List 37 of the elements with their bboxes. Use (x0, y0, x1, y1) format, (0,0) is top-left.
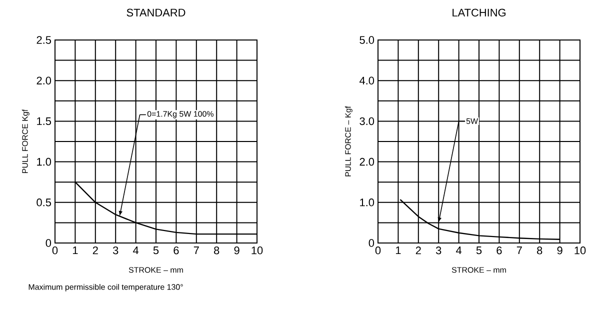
x-tick-label: 6 (496, 246, 502, 254)
chart-title: LATCHING (452, 8, 506, 17)
y-tick-label: 0 (368, 239, 374, 247)
x-tick-label: 1 (396, 246, 401, 254)
x-tick-label: 3 (112, 246, 118, 254)
x-tick-label: 6 (174, 246, 179, 254)
x-tick-label: 2 (92, 246, 98, 254)
x-tick-label: 8 (214, 246, 220, 254)
line-series (400, 198, 560, 240)
y-tick-label: 0 (46, 239, 52, 247)
y-tick-label: 1.0 (360, 198, 374, 206)
x-tick-label: 10 (574, 246, 586, 254)
x-tick-label: 5 (476, 246, 482, 254)
x-tick-label: 5 (153, 246, 159, 254)
x-tick-label: 7 (194, 246, 199, 254)
x-tick-label: 0 (52, 246, 58, 254)
x-tick-label: 0 (375, 246, 381, 254)
y-tick-label: 0.5 (36, 198, 52, 206)
x-tick-label: 9 (234, 246, 240, 254)
x-tick-label: 3 (436, 246, 442, 254)
y-tick-label: 5.0 (360, 36, 374, 44)
x-tick-label: 9 (557, 246, 562, 254)
x-tick-label: 1 (72, 246, 78, 254)
x-tick-label: 4 (133, 246, 139, 254)
x-tick-label: 2 (416, 246, 421, 254)
x-tick-label: 7 (516, 246, 522, 254)
y-tick-label: 1.0 (37, 158, 52, 166)
y-tick-label: 2.0 (360, 158, 374, 166)
x-tick-label: 8 (537, 246, 542, 254)
y-tick-label: 4.0 (360, 76, 374, 84)
y-tick-label: 2.5 (36, 36, 52, 44)
y-tick-label: 2.0 (36, 76, 52, 84)
x-tick-label: 10 (252, 246, 263, 254)
x-tick-label: 4 (456, 246, 462, 254)
y-tick-label: 3.0 (360, 117, 374, 126)
y-tick-label: 1.5 (37, 117, 52, 126)
chart-title: STANDARD (126, 8, 186, 17)
